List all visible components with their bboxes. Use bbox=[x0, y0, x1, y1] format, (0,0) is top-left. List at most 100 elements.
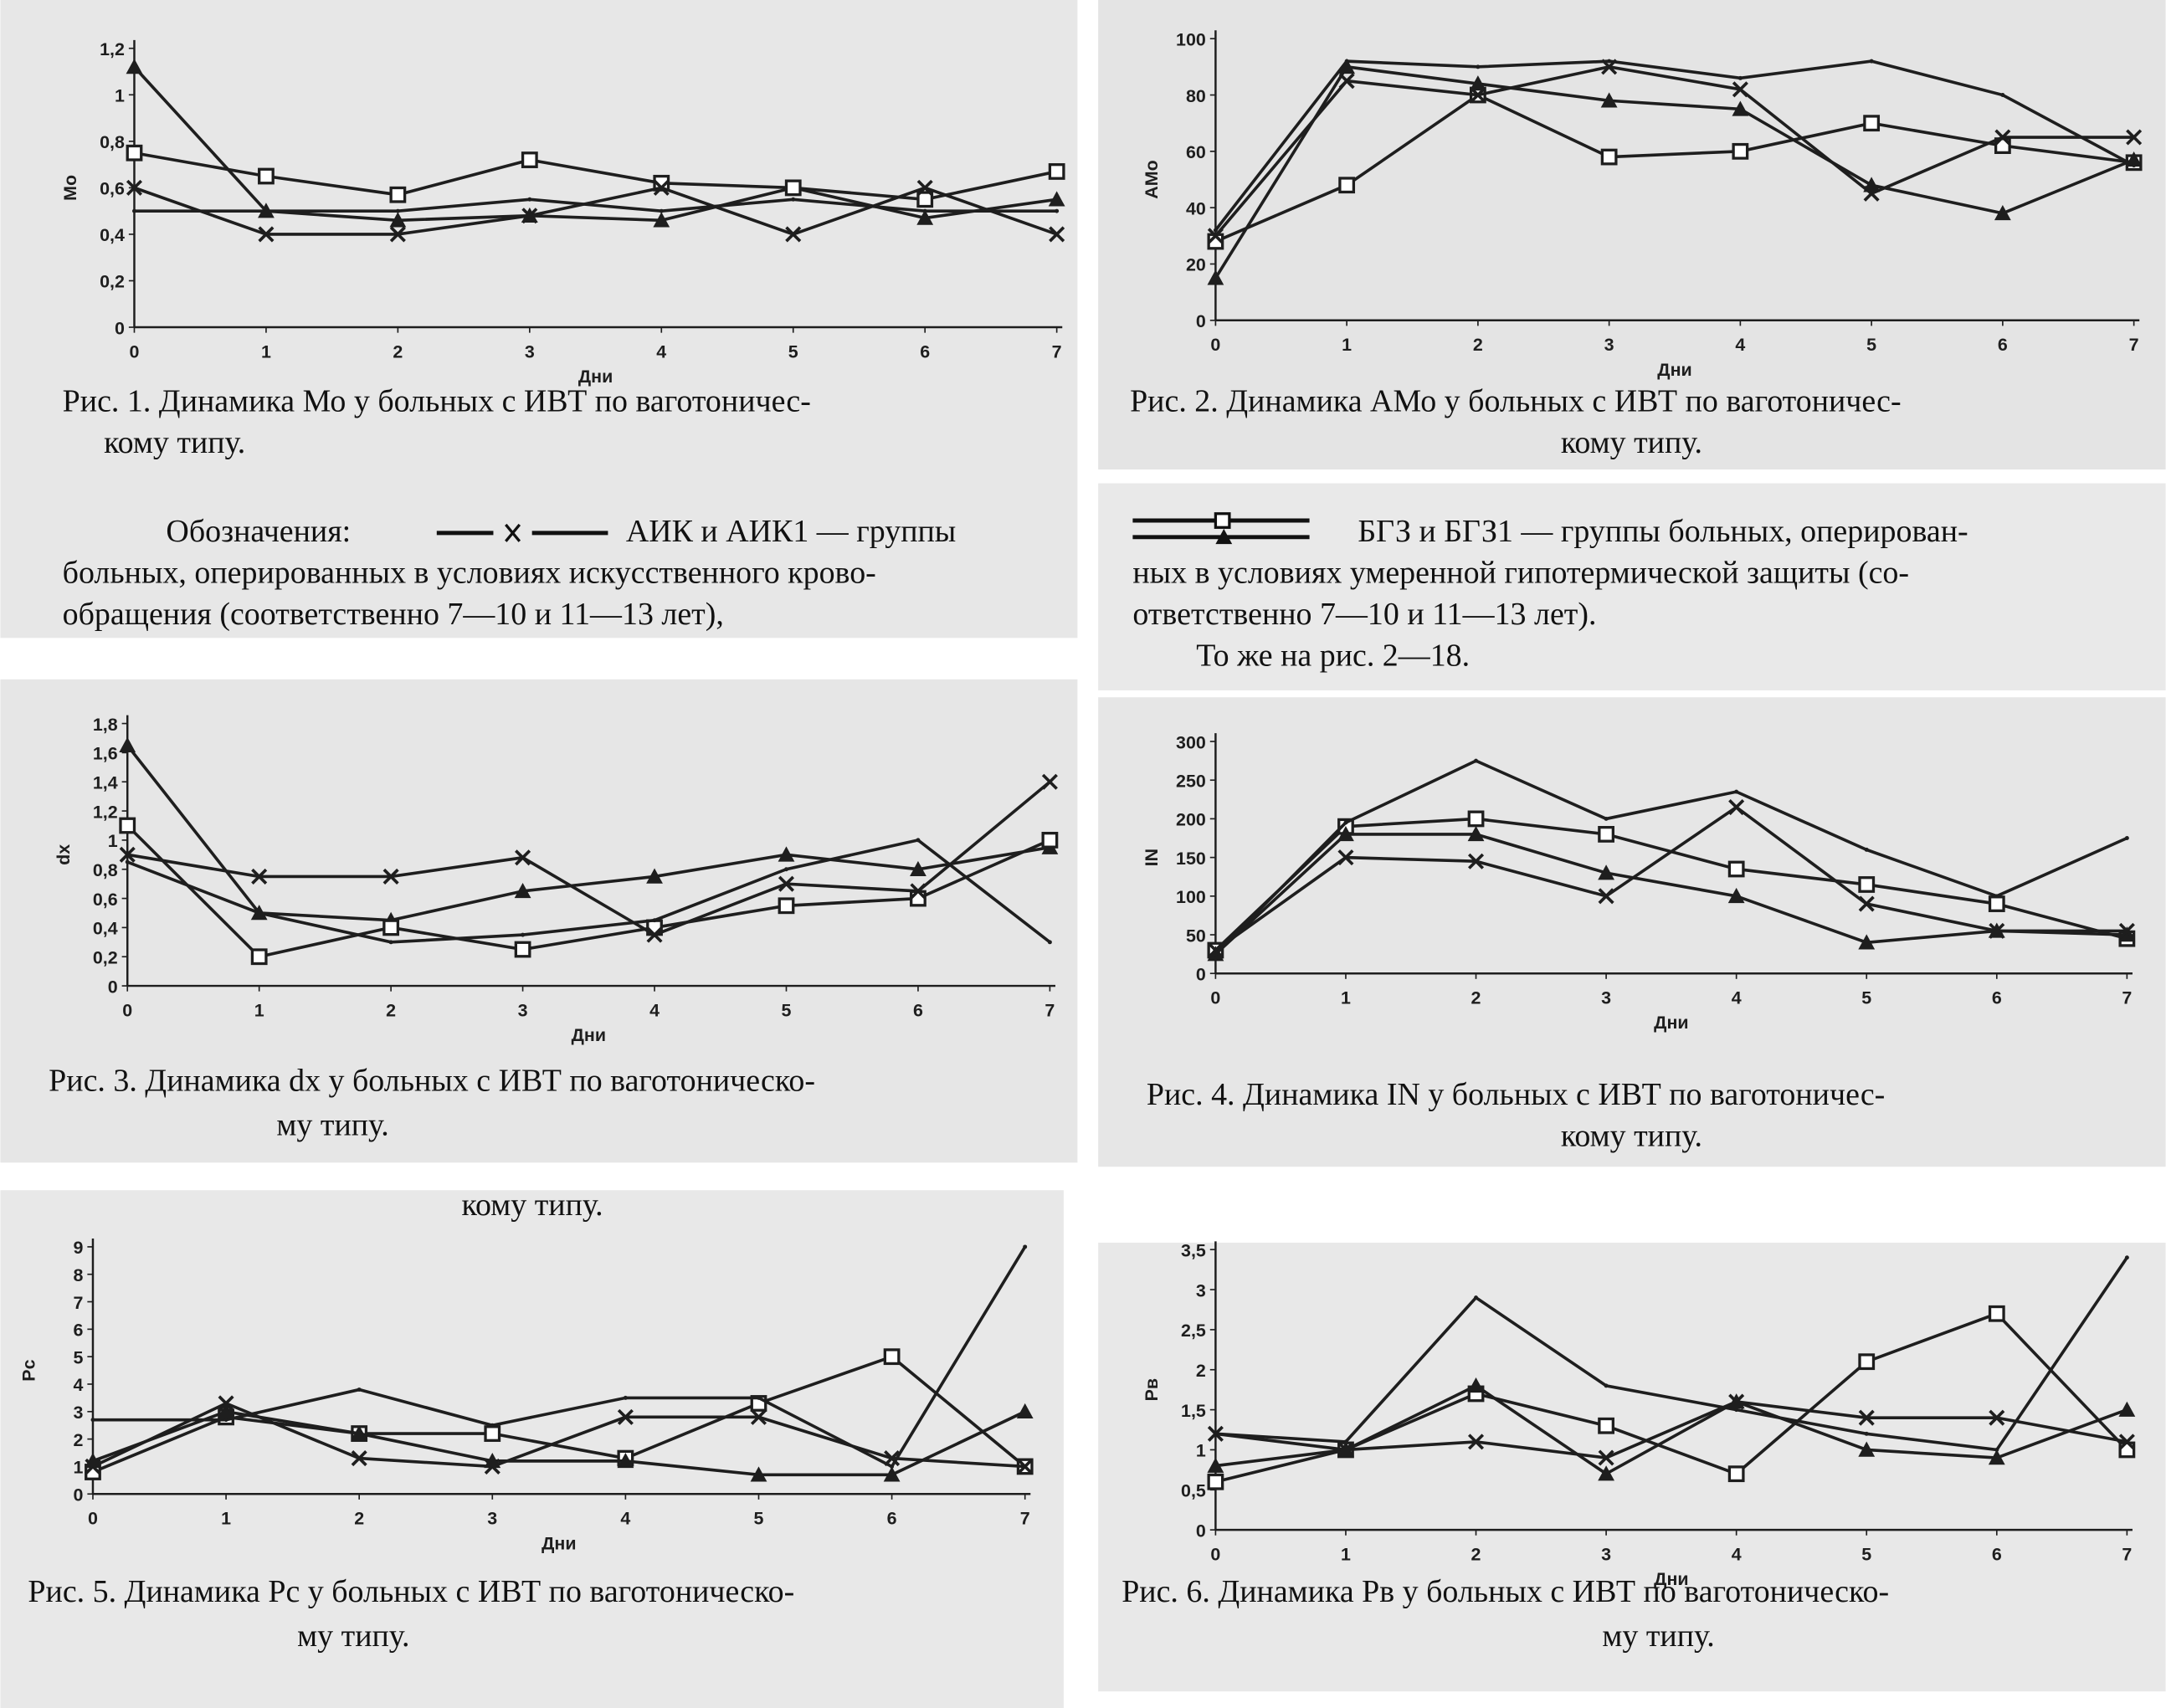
legend-text: ных в условиях умеренной гипотермической… bbox=[1132, 555, 1909, 590]
point bbox=[1869, 59, 1874, 64]
x-tick-label: 6 bbox=[913, 1000, 923, 1020]
y-tick-label: 1,4 bbox=[93, 772, 118, 792]
y-tick-label: 1 bbox=[1196, 1441, 1206, 1461]
legend-text: БГЗ и БГЗ1 — группы больных, оперирован- bbox=[1358, 514, 1968, 549]
y-tick-label: 80 bbox=[1186, 86, 1206, 106]
y-axis-label: dx bbox=[54, 844, 74, 865]
point bbox=[623, 1395, 628, 1400]
series-line bbox=[1214, 93, 2134, 244]
point bbox=[1864, 847, 1869, 852]
point bbox=[784, 179, 802, 197]
point bbox=[1598, 826, 1614, 843]
y-tick-label: 250 bbox=[1176, 771, 1206, 791]
point bbox=[1994, 204, 2011, 221]
point bbox=[1023, 1244, 1028, 1249]
x-tick-label: 0 bbox=[130, 341, 140, 362]
point bbox=[382, 868, 399, 885]
point bbox=[1988, 895, 2005, 912]
x-tick-label: 4 bbox=[656, 341, 666, 362]
panel bbox=[0, 1190, 1064, 1708]
point bbox=[1598, 1417, 1614, 1434]
x-axis-label: Дни bbox=[572, 1025, 606, 1045]
point bbox=[1600, 148, 1618, 166]
point bbox=[1016, 1403, 1034, 1419]
y-axis-label: IN bbox=[1142, 849, 1162, 866]
point bbox=[1598, 888, 1614, 905]
y-tick-label: 1 bbox=[108, 831, 118, 851]
y-tick-label: 3 bbox=[1196, 1280, 1206, 1300]
x-axis-label: Дни bbox=[578, 367, 613, 387]
x-tick-label: 2 bbox=[1471, 1544, 1481, 1564]
point bbox=[784, 867, 788, 872]
legend-note: То же на рис. 2—18. bbox=[1196, 638, 1470, 673]
y-tick-label: 0 bbox=[1196, 1521, 1206, 1541]
y-axis-label: АМо bbox=[1142, 160, 1162, 198]
point bbox=[778, 846, 795, 862]
series-line bbox=[1214, 59, 2135, 232]
legend-text: АИК и АИК1 — группы bbox=[626, 514, 956, 549]
point bbox=[916, 838, 921, 843]
y-tick-label: 0 bbox=[1196, 311, 1206, 331]
point bbox=[125, 859, 130, 864]
y-tick-label: 3,5 bbox=[1181, 1240, 1206, 1260]
y-tick-label: 7 bbox=[73, 1293, 83, 1313]
point bbox=[527, 197, 532, 202]
point bbox=[617, 1452, 634, 1469]
series-line bbox=[1214, 64, 2135, 280]
y-tick-label: 9 bbox=[73, 1238, 83, 1258]
stray-text: кому типу. bbox=[462, 1187, 603, 1223]
y-axis-label: Мо bbox=[60, 175, 80, 201]
point bbox=[1467, 810, 1485, 828]
y-tick-label: 200 bbox=[1176, 810, 1206, 830]
point bbox=[1858, 1441, 1876, 1457]
y-tick-label: 100 bbox=[1176, 29, 1206, 49]
point bbox=[1858, 1409, 1875, 1426]
legend-text: обращения (соответственно 7—10 и 11—13 л… bbox=[63, 597, 724, 632]
x-tick-label: 4 bbox=[1732, 988, 1742, 1008]
x-tick-label: 4 bbox=[649, 1000, 660, 1020]
point bbox=[1476, 64, 1481, 69]
y-tick-label: 40 bbox=[1186, 198, 1206, 218]
series-line bbox=[1215, 1400, 2128, 1459]
point bbox=[1338, 73, 1355, 90]
point bbox=[2124, 1255, 2129, 1260]
point bbox=[389, 212, 407, 228]
point bbox=[1207, 1473, 1224, 1490]
x-axis-label: Дни bbox=[1654, 1569, 1688, 1589]
point bbox=[218, 1395, 234, 1412]
point bbox=[351, 1425, 368, 1441]
point bbox=[119, 736, 136, 752]
point bbox=[1989, 1409, 2005, 1426]
x-tick-label: 2 bbox=[386, 1000, 396, 1020]
series-line bbox=[1215, 1256, 2128, 1452]
point bbox=[250, 948, 268, 966]
point bbox=[1732, 81, 1748, 98]
y-tick-label: 0 bbox=[115, 318, 125, 338]
point bbox=[389, 226, 406, 243]
point bbox=[910, 883, 926, 900]
point bbox=[2132, 163, 2137, 168]
x-tick-label: 0 bbox=[1210, 335, 1220, 355]
x-tick-label: 2 bbox=[354, 1509, 364, 1529]
point bbox=[484, 1458, 500, 1475]
point bbox=[258, 226, 275, 243]
point bbox=[258, 167, 275, 185]
caption: Рис. 4. Динамика IN у больных с ИВТ по в… bbox=[1147, 1077, 1885, 1112]
point bbox=[1048, 163, 1065, 180]
x-tick-label: 1 bbox=[1341, 988, 1351, 1008]
point bbox=[2118, 922, 2135, 939]
x-tick-label: 0 bbox=[1210, 1544, 1220, 1564]
point bbox=[521, 151, 538, 168]
point bbox=[791, 197, 796, 202]
x-tick-label: 6 bbox=[920, 341, 930, 362]
point bbox=[1994, 894, 1999, 899]
x-tick-label: 6 bbox=[1992, 1544, 2002, 1564]
point bbox=[1213, 228, 1218, 233]
point bbox=[1213, 1431, 1218, 1436]
point bbox=[653, 179, 670, 196]
point bbox=[1469, 75, 1486, 91]
point bbox=[653, 212, 670, 228]
point bbox=[351, 1450, 367, 1467]
point bbox=[1863, 115, 1881, 132]
